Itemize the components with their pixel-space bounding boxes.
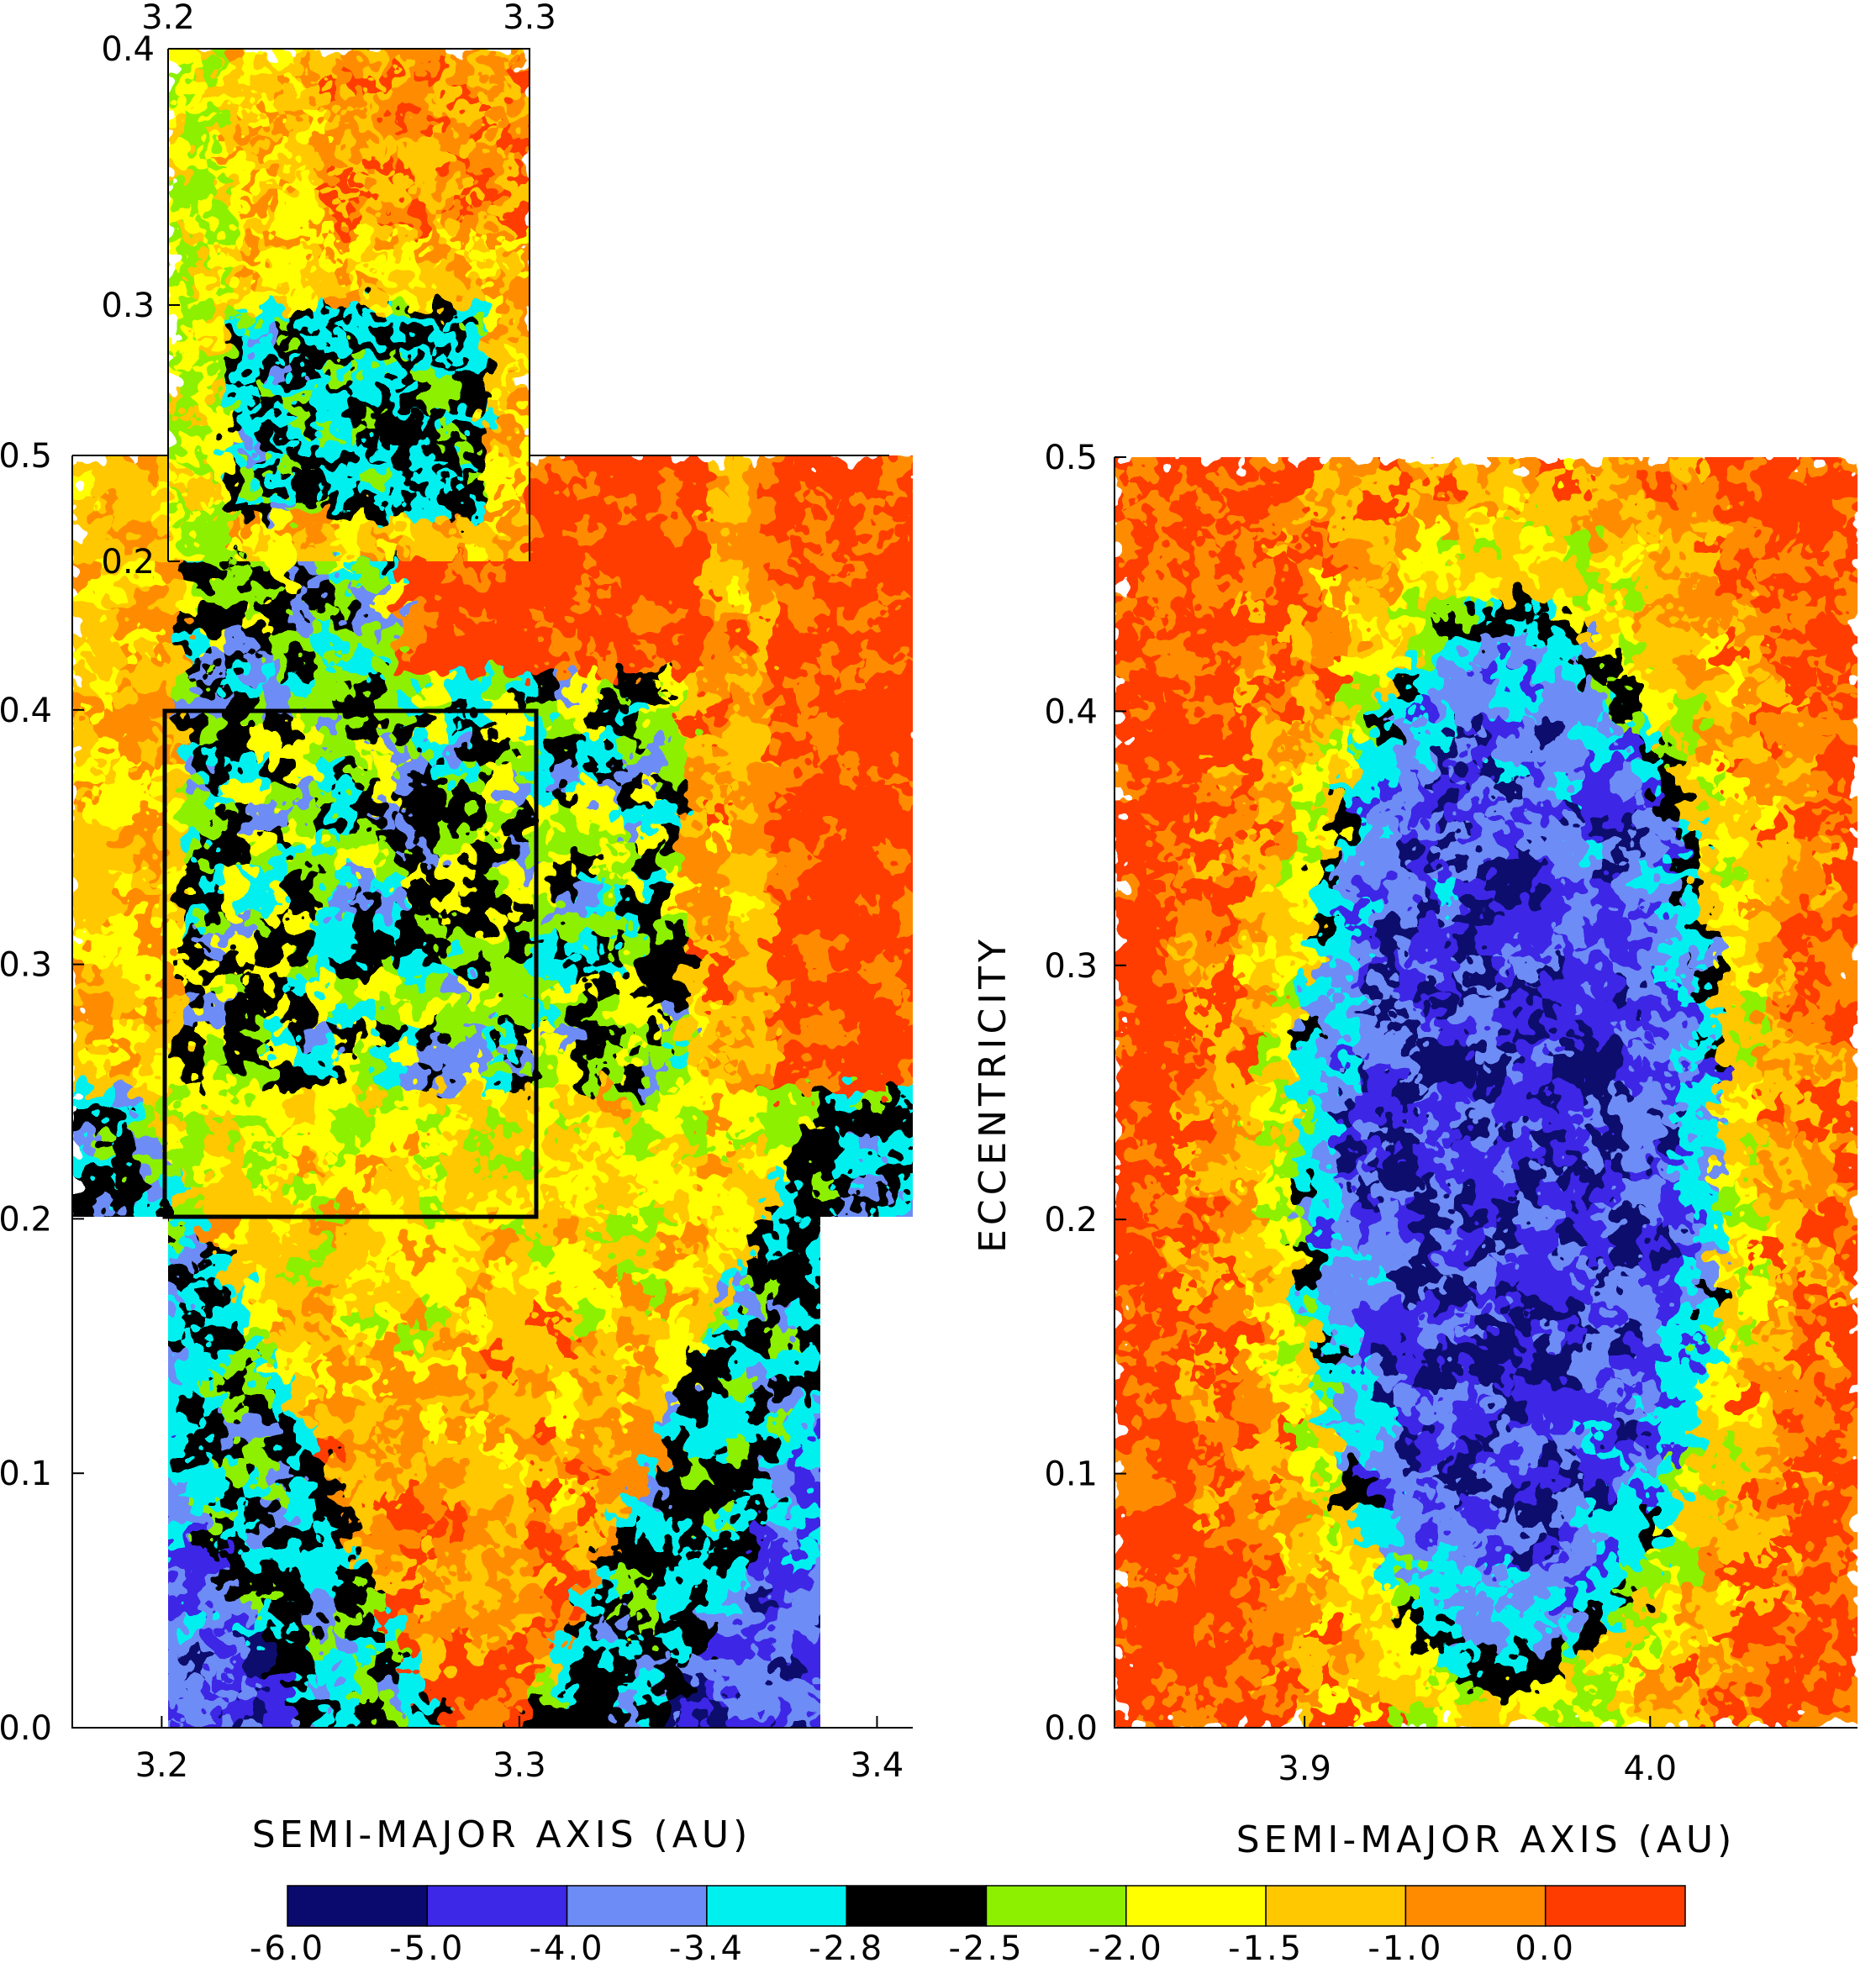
colorbar-swatch bbox=[1266, 1886, 1405, 1926]
y-tick-label: 0.2 bbox=[1044, 1201, 1098, 1239]
colorbar: -6.0 -5.0 -4.0 -3.4 -2.8 -2.5 -2.0 -1.5 -1.0 0.0 bbox=[250, 1886, 1685, 1963]
colorbar-swatch bbox=[707, 1886, 846, 1926]
y-tick-label: 0.0 bbox=[0, 1709, 52, 1748]
right-x-axis-title: SEMI-MAJOR AXIS (AU) bbox=[1236, 1818, 1736, 1861]
x-tick-label: 3.2 bbox=[135, 1746, 189, 1785]
colorbar-label: -1.5 bbox=[1228, 1929, 1304, 1963]
colorbar-swatch bbox=[287, 1886, 427, 1926]
colorbar-label: -2.0 bbox=[1088, 1929, 1164, 1963]
colorbar-swatch bbox=[1405, 1886, 1545, 1926]
x-tick-label: 3.3 bbox=[493, 1746, 546, 1785]
y-tick-label: 0.4 bbox=[101, 30, 155, 69]
y-tick-label: 0.0 bbox=[1044, 1709, 1098, 1748]
y-tick-label: 0.5 bbox=[0, 437, 52, 476]
colorbar-swatch bbox=[1546, 1886, 1685, 1926]
colorbar-label: -6.0 bbox=[250, 1929, 325, 1963]
colorbar-label: -4.0 bbox=[530, 1929, 605, 1963]
y-tick-label: 0.3 bbox=[0, 946, 52, 985]
y-tick-label: 0.4 bbox=[1044, 692, 1098, 731]
left-inset-panel: 3.2 3.30.20.30.4 bbox=[101, 0, 556, 582]
right-panel: 3.9 4.0 0.0 0.1 0.2 0.3 0.4 0.5 SEMI-MAJOR AXIS… bbox=[972, 439, 1862, 1861]
colorbar-swatch bbox=[987, 1886, 1126, 1926]
y-tick-label: 0.5 bbox=[1044, 439, 1098, 477]
colorbar-label: -2.5 bbox=[948, 1929, 1024, 1963]
colorbar-label: -3.4 bbox=[669, 1929, 745, 1963]
y-tick-label: 0.2 bbox=[0, 1200, 52, 1239]
y-tick-label: 0.2 bbox=[101, 543, 155, 582]
y-tick-label: 0.1 bbox=[1044, 1455, 1098, 1494]
left-x-axis-title: SEMI-MAJOR AXIS (AU) bbox=[252, 1813, 752, 1856]
colorbar-swatch bbox=[567, 1886, 707, 1926]
left-main-panel: 3.2 3.3 3.4 0.0 0.1 0.2 0.3 0.4 0.5 SEMI-MAJOR A… bbox=[0, 437, 925, 1856]
y-tick-label: 0.1 bbox=[0, 1455, 52, 1493]
colorbar-swatch bbox=[1126, 1886, 1266, 1926]
x-tick-label: 4.0 bbox=[1623, 1750, 1677, 1788]
colorbar-swatch bbox=[846, 1886, 986, 1926]
right-y-axis-title: ECCENTRICITY bbox=[972, 935, 1014, 1253]
x-tick-label: 3.3 bbox=[503, 0, 556, 37]
y-tick-label: 0.4 bbox=[0, 692, 52, 730]
left-inset-heatmap bbox=[168, 49, 532, 564]
y-tick-label: 0.3 bbox=[101, 287, 155, 325]
right-heatmap bbox=[1115, 457, 1862, 1729]
colorbar-label: -5.0 bbox=[389, 1929, 465, 1963]
x-tick-label: 3.9 bbox=[1278, 1750, 1331, 1788]
colorbar-label: -2.8 bbox=[809, 1929, 884, 1963]
left-main-heatmap bbox=[72, 455, 925, 1745]
colorbar-swatch bbox=[427, 1886, 566, 1926]
y-tick-label: 0.3 bbox=[1044, 947, 1098, 986]
colorbar-label: -1.0 bbox=[1367, 1929, 1443, 1963]
x-tick-label: 3.4 bbox=[851, 1746, 904, 1785]
colorbar-label: 0.0 bbox=[1515, 1929, 1576, 1963]
